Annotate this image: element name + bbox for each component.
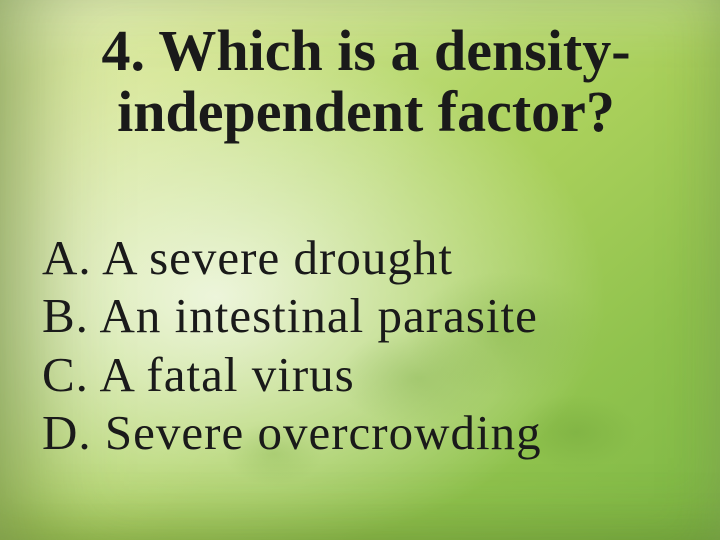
title-line-2: independent factor? bbox=[117, 79, 615, 144]
slide: 4. Which is a density- independent facto… bbox=[0, 0, 720, 540]
answer-list: A. A severe drought B. An intestinal par… bbox=[40, 229, 692, 462]
slide-content: 4. Which is a density- independent facto… bbox=[0, 0, 720, 462]
answer-d: D. Severe overcrowding bbox=[42, 404, 692, 462]
question-title: 4. Which is a density- independent facto… bbox=[40, 20, 692, 157]
answer-a: A. A severe drought bbox=[42, 229, 692, 287]
title-line-1: 4. Which is a density- bbox=[101, 18, 630, 83]
answer-b: B. An intestinal parasite bbox=[42, 287, 692, 345]
answer-c: C. A fatal virus bbox=[42, 346, 692, 404]
